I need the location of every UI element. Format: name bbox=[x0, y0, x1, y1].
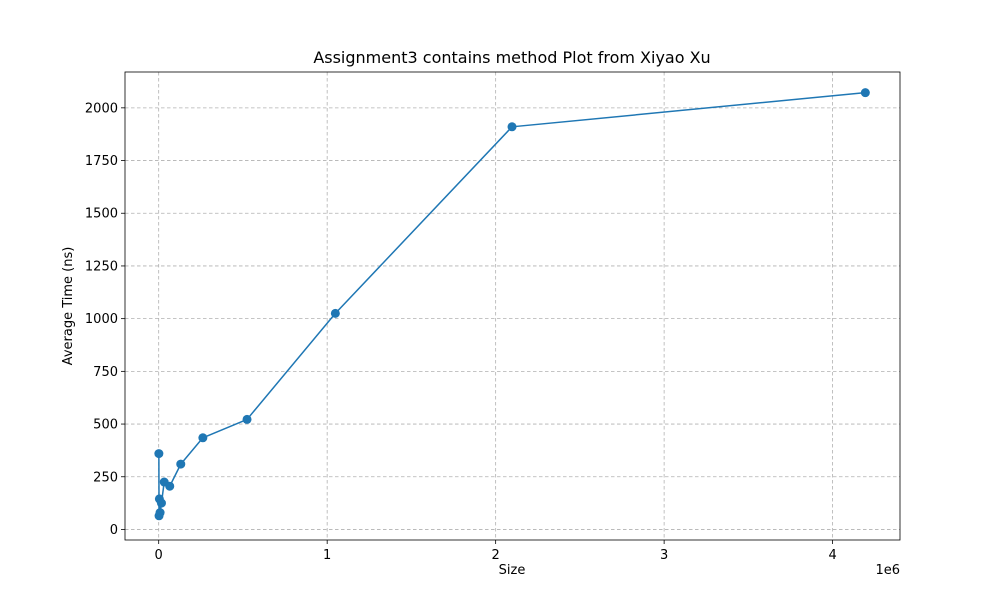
data-point bbox=[860, 88, 870, 98]
y-tick-label: 0 bbox=[110, 523, 118, 538]
x-axis-offset-label: 1e6 bbox=[875, 563, 900, 578]
data-point bbox=[154, 449, 164, 459]
chart-title: Assignment3 contains method Plot from Xi… bbox=[313, 48, 710, 67]
y-tick-label: 750 bbox=[93, 365, 118, 380]
data-point bbox=[198, 433, 208, 443]
grid-layer bbox=[125, 72, 900, 540]
x-tick-label: 1 bbox=[323, 548, 331, 563]
x-tick-label: 3 bbox=[660, 548, 668, 563]
y-tick-label: 1750 bbox=[85, 154, 118, 169]
tick-layer: 0 1 2 3 4 0 250 500 750 1000 1250 1500 1750 2000 bbox=[85, 101, 837, 563]
y-tick-label: 250 bbox=[93, 470, 118, 485]
data-point bbox=[176, 459, 186, 469]
y-tick-label: 1000 bbox=[85, 312, 118, 327]
series-layer bbox=[154, 88, 870, 521]
data-point bbox=[156, 498, 166, 508]
x-tick-label: 2 bbox=[492, 548, 500, 563]
y-axis-label: Average Time (ns) bbox=[61, 247, 76, 366]
data-point bbox=[165, 481, 175, 491]
x-tick-label: 0 bbox=[155, 548, 163, 563]
x-tick-label: 4 bbox=[828, 548, 836, 563]
x-axis-label: Size bbox=[499, 563, 526, 578]
data-point bbox=[330, 308, 340, 318]
data-point bbox=[155, 508, 165, 518]
data-point bbox=[507, 122, 517, 132]
series-line bbox=[158, 91, 866, 517]
data-point bbox=[242, 414, 252, 424]
y-tick-label: 500 bbox=[93, 418, 118, 433]
y-tick-label: 2000 bbox=[85, 101, 118, 116]
plot-area-frame bbox=[124, 71, 901, 541]
y-tick-label: 1500 bbox=[85, 207, 118, 222]
y-tick-label: 1250 bbox=[85, 259, 118, 274]
